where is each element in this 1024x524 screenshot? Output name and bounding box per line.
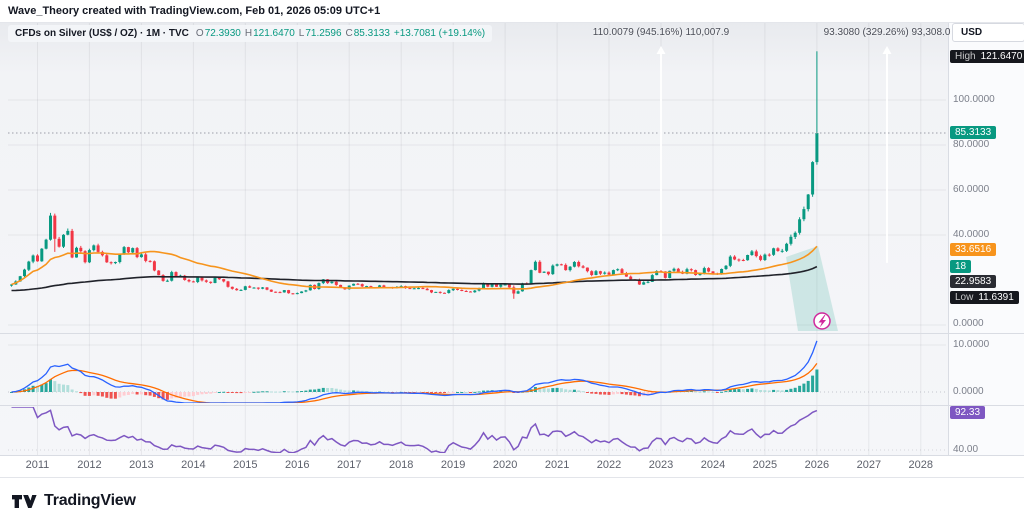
legend[interactable]: CFDs on Silver (US$ / OZ) · 1M · TVC O72…: [8, 25, 493, 42]
aux-level-value: 18: [955, 261, 967, 272]
chart-background: [0, 22, 1024, 455]
low-label: Low: [955, 292, 974, 303]
rsi-value-badge: 92.33: [950, 406, 986, 419]
time-axis-label: 2021: [544, 459, 570, 471]
low-value: 11.6391: [978, 292, 1014, 303]
last-price-value: 85.3133: [955, 127, 992, 138]
time-axis-label: 2013: [129, 459, 154, 471]
time-axis-label: 2012: [77, 459, 102, 471]
ohlc-close-value: 85.3133: [353, 28, 390, 39]
rsi-value: 92.33: [955, 407, 981, 418]
time-axis-label: 2023: [648, 459, 674, 471]
time-axis-label: 2011: [25, 459, 50, 471]
ohlc-low-label: L: [298, 28, 305, 39]
attribution-bar: Wave_Theory created with TradingView.com…: [0, 0, 1024, 22]
aux-level-badge: 18: [950, 260, 972, 273]
macd-tick: 0.0000: [953, 386, 984, 397]
ma-slow-value: 22.9583: [955, 276, 992, 287]
time-axis-label: 2025: [752, 459, 778, 471]
price-tick: 100.0000: [953, 94, 995, 105]
ohlc-low-value: 71.2596: [305, 28, 342, 39]
ohlc-change: +13.7081 (+19.14%): [393, 28, 486, 39]
time-axis-label: 2014: [181, 459, 206, 471]
macd-tick: 10.0000: [953, 339, 990, 350]
price-tick: 80.0000: [953, 139, 990, 150]
time-axis-label: 2017: [336, 459, 362, 471]
time-axis-label: 2027: [856, 459, 882, 471]
symbol-title[interactable]: CFDs on Silver (US$ / OZ) · 1M · TVC: [15, 28, 189, 39]
price-tick: 40.0000: [953, 229, 990, 240]
time-axis-label: 2028: [908, 459, 934, 471]
low-price-badge: Low 11.6391: [950, 291, 1019, 304]
ohlc-high-label: H: [244, 28, 253, 39]
high-label: High: [955, 51, 976, 62]
price-tick: 0.0000: [953, 318, 984, 329]
currency-usd-button[interactable]: USD: [952, 23, 1024, 42]
price-axis[interactable]: 100.0000 80.0000 60.0000 40.0000 0.0000 …: [948, 0, 1024, 455]
last-price-badge: 85.3133: [950, 126, 997, 139]
tradingview-logo-icon: [12, 494, 37, 508]
time-axis-label: 2020: [492, 459, 518, 471]
time-axis-label: 2018: [388, 459, 414, 471]
time-axis-label: 2016: [285, 459, 310, 471]
high-price-badge: High 121.6470: [950, 50, 1024, 63]
ohlc-high-value: 121.6470: [253, 28, 295, 39]
annotation-label[interactable]: 110.0079 (945.16%) 110,007.9: [592, 27, 730, 38]
annotation-label[interactable]: 93.3080 (329.26%) 93,308.0: [823, 27, 951, 38]
time-axis-label: 2019: [440, 459, 466, 471]
time-axis[interactable]: 2011 2012 2013 2014 2015 2016 2017 2018 2019 2020…: [0, 456, 948, 476]
attribution-text: Wave_Theory created with TradingView.com…: [8, 5, 381, 17]
high-value: 121.6470: [980, 51, 1023, 62]
ohlc-values: O72.3930 H121.6470 L71.2596 C85.3133 +13.708…: [196, 28, 485, 39]
time-axis-label: 2022: [596, 459, 622, 471]
footer: TradingView: [0, 477, 1024, 524]
time-axis-label: 2024: [700, 459, 726, 471]
ohlc-open-label: O: [195, 28, 204, 39]
time-axis-label: 2026: [804, 459, 830, 471]
ma-fast-badge: 33.6516: [950, 243, 997, 256]
brand-name: TradingView: [44, 492, 136, 509]
ohlc-open-value: 72.3930: [204, 28, 241, 39]
price-tick: 60.0000: [953, 184, 990, 195]
tradingview-logo[interactable]: TradingView: [12, 492, 136, 510]
ma-fast-value: 33.6516: [955, 244, 992, 255]
rsi-tick: 40.00: [953, 444, 979, 455]
ohlc-close-label: C: [345, 28, 353, 39]
ma-slow-badge: 22.9583: [950, 275, 997, 288]
time-axis-label: 2015: [233, 459, 258, 471]
